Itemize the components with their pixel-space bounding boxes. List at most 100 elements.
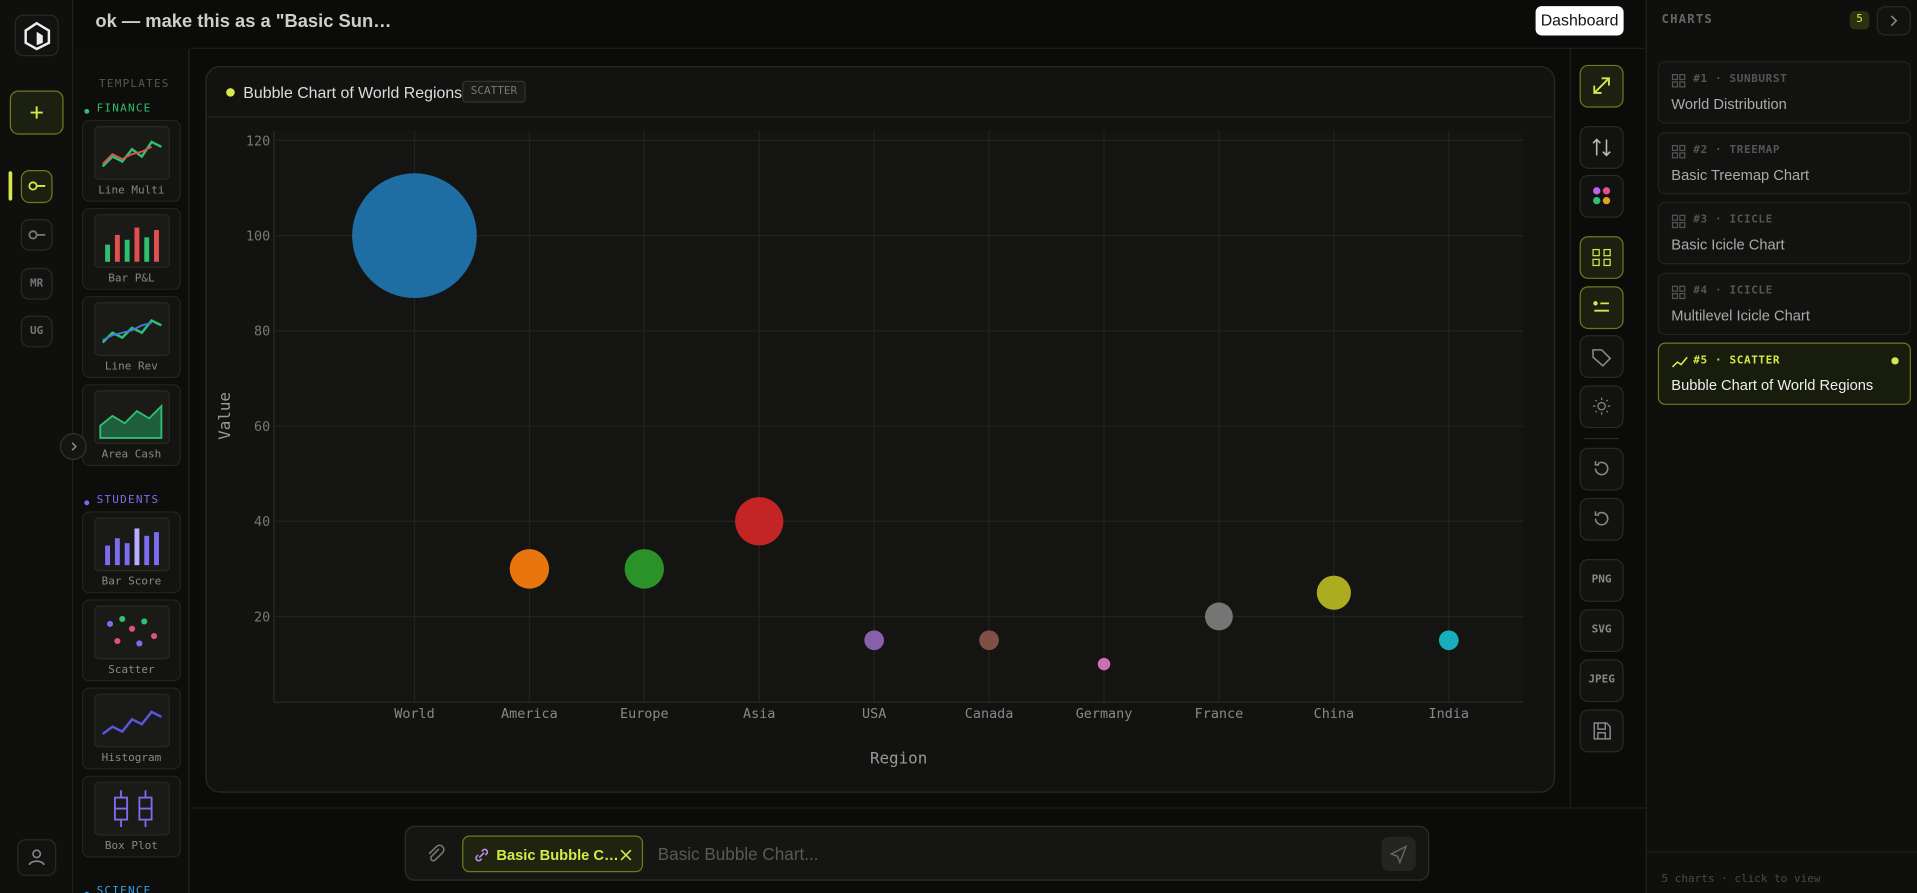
charts-count: 5 (1849, 11, 1870, 30)
tool-button[interactable] (1579, 709, 1624, 753)
send-icon (1389, 845, 1408, 865)
chevron-icon (71, 442, 77, 451)
template-card[interactable]: Bar Score (81, 511, 181, 594)
template-thumb (94, 390, 170, 445)
export-label[interactable]: PNG (1591, 573, 1612, 586)
attach-icon[interactable] (423, 842, 447, 866)
tool-button[interactable] (1579, 236, 1624, 279)
chart-item-name: Basic Treemap Chart (1671, 165, 1810, 183)
export-label[interactable]: JPEG (1588, 674, 1615, 687)
x-tick-label: Europe (620, 707, 669, 722)
tool-button[interactable] (1579, 385, 1624, 429)
tool-button[interactable]: SVG (1579, 609, 1624, 653)
tool-button[interactable]: JPEG (1579, 659, 1624, 703)
context-chip[interactable]: Basic Bubble C… (462, 835, 644, 873)
bubble (1316, 575, 1351, 610)
chart-list-item[interactable]: #1 · SUNBURST World Distribution (1657, 61, 1911, 124)
template-thumb (94, 517, 170, 572)
nav-item[interactable]: MR (20, 267, 53, 300)
active-dot (1891, 357, 1899, 365)
template-preview (101, 318, 162, 344)
bubble (624, 549, 665, 589)
bubble (1097, 657, 1111, 671)
panel-toggle[interactable] (1876, 6, 1911, 36)
group-dot (84, 891, 90, 893)
composer: Basic Bubble C… Basic Bubble Chart... (404, 825, 1430, 881)
chart-item-name: Basic Icicle Chart (1671, 236, 1785, 254)
nav-item-active[interactable] (20, 170, 53, 204)
user-button[interactable] (17, 839, 57, 876)
tool-icon (1592, 138, 1611, 157)
chart-item-tag: #4 · ICICLE (1693, 284, 1773, 297)
template-name: Box Plot (104, 840, 158, 853)
template-card[interactable]: Area Cash (81, 384, 181, 467)
template-thumb (94, 125, 170, 180)
template-name: Area Cash (101, 448, 162, 462)
grid-icon (1671, 285, 1686, 299)
close-icon[interactable] (617, 847, 634, 864)
tool-icon (1593, 77, 1610, 94)
export-label[interactable]: SVG (1591, 623, 1612, 637)
template-name: Line Rev (104, 360, 158, 374)
template-card[interactable]: Histogram (81, 687, 181, 770)
header-title: ok — make this as a "Basic Sun… (95, 11, 392, 32)
tool-button[interactable] (1579, 335, 1624, 378)
tool-button[interactable] (1579, 447, 1624, 491)
template-name: Bar P&L (108, 272, 155, 286)
composer-placeholder[interactable]: Basic Bubble Chart... (657, 844, 819, 864)
y-tick-label: 20 (254, 610, 270, 625)
x-tick-label: Canada (965, 707, 1014, 722)
tool-icon (1592, 349, 1612, 367)
group-dot (84, 500, 90, 506)
template-card[interactable]: Scatter (81, 599, 181, 682)
chart-list-item[interactable]: #4 · ICICLE Multilevel Icicle Chart (1657, 272, 1911, 335)
charts-panel: CHARTS 5 5 charts · click to view #1 · S… (1645, 0, 1917, 893)
x-tick-label: USA (862, 707, 886, 722)
user-icon (28, 849, 45, 866)
tool-button[interactable] (1579, 286, 1624, 330)
template-preview (101, 710, 162, 735)
status-dot (226, 88, 235, 97)
grid-icon (1671, 74, 1686, 88)
tool-button[interactable]: PNG (1579, 559, 1624, 602)
chart-list-item[interactable]: #2 · TREEMAP Basic Treemap Chart (1657, 131, 1911, 194)
bubble (979, 630, 999, 651)
group-label: FINANCE (96, 102, 152, 115)
key-icon (28, 181, 46, 191)
template-thumb (94, 302, 170, 356)
template-preview (106, 615, 158, 647)
chart-item-tag: #3 · ICICLE (1693, 214, 1773, 227)
template-card[interactable]: Line Multi (81, 119, 181, 202)
chart-item-tag: #2 · TREEMAP (1693, 143, 1781, 156)
composer-area (190, 807, 1646, 893)
tool-button[interactable] (1579, 125, 1624, 169)
template-card[interactable]: Bar P&L (81, 207, 181, 290)
logo (14, 14, 59, 57)
nav-item[interactable] (20, 218, 53, 251)
tool-button[interactable] (1579, 64, 1624, 108)
template-thumb (94, 605, 170, 660)
new-chart-button[interactable] (9, 90, 64, 135)
chart-list-item[interactable]: #3 · ICICLE Basic Icicle Chart (1657, 201, 1911, 265)
group-label: STUDENTS (96, 494, 160, 507)
nav-item[interactable]: UG (20, 315, 53, 348)
header (190, 0, 1646, 49)
group-label: SCIENCE (96, 885, 152, 893)
tool-button[interactable] (1579, 497, 1624, 541)
collapse-toggle[interactable] (59, 433, 87, 460)
template-name: Line Multi (98, 184, 165, 197)
tool-button[interactable] (1579, 174, 1624, 218)
tool-icon (1593, 187, 1611, 205)
chart-list-item[interactable]: #5 · SCATTER Bubble Chart of World Region… (1657, 342, 1911, 405)
y-axis-title: Value (215, 392, 234, 440)
template-card[interactable]: Box Plot (81, 775, 181, 858)
bubble (735, 497, 784, 546)
dashboard-button[interactable]: Dashboard (1535, 6, 1624, 36)
y-tick-label: 40 (254, 515, 270, 530)
template-card[interactable]: Line Rev (81, 296, 181, 378)
chart-type-badge: SCATTER (462, 80, 526, 103)
send-button[interactable] (1381, 836, 1416, 871)
tool-icon (1592, 248, 1611, 267)
templates-label: TEMPLATES (99, 78, 170, 91)
chart-item-tag: #5 · SCATTER (1693, 354, 1781, 367)
